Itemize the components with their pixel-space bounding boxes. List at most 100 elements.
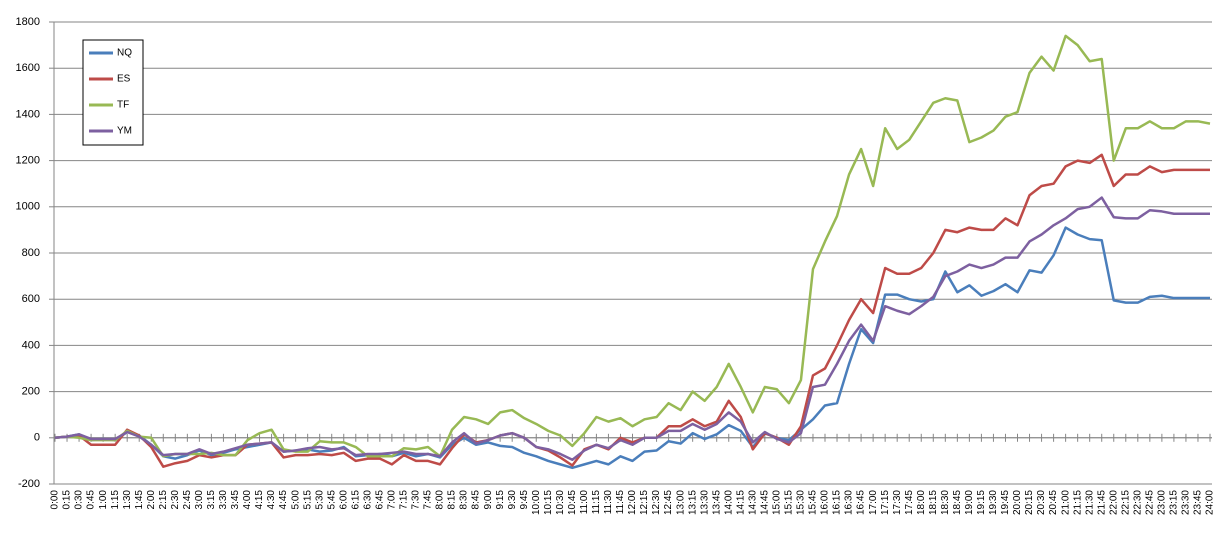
legend-box [82, 39, 144, 146]
x-tick-label: 4:00 [242, 490, 253, 510]
y-tick-label: -200 [18, 478, 40, 490]
x-tick-label: 10:00 [531, 490, 542, 515]
x-tick-label: 3:15 [206, 490, 217, 510]
x-tick-label: 3:45 [230, 490, 241, 510]
x-tick-label: 23:30 [1181, 490, 1192, 515]
x-tick-label: 14:00 [723, 490, 734, 515]
x-tick-label: 18:30 [940, 490, 951, 515]
y-tick-label: 600 [22, 293, 40, 305]
y-tick-label: 1400 [16, 108, 40, 120]
x-tick-label: 24:00 [1205, 490, 1216, 515]
x-tick-label: 22:45 [1144, 490, 1155, 515]
x-tick-label: 5:00 [290, 490, 301, 510]
x-tick-label: 9:30 [507, 490, 518, 510]
y-tick-label: 1000 [16, 201, 40, 213]
x-tick-label: 6:30 [362, 490, 373, 510]
x-tick-label: 1:30 [122, 490, 133, 510]
x-tick-label: 5:15 [302, 490, 313, 510]
x-tick-label: 22:00 [1108, 490, 1119, 515]
x-tick-label: 2:15 [158, 490, 169, 510]
x-tick-label: 11:15 [591, 490, 602, 515]
x-tick-label: 6:45 [374, 490, 385, 510]
x-tick-label: 18:00 [916, 490, 927, 515]
x-tick-label: 10:45 [567, 490, 578, 515]
series-line [54, 226, 1210, 470]
x-tick-label: 16:00 [820, 490, 831, 515]
x-tick-label: 23:45 [1193, 490, 1204, 515]
x-tick-label: 4:45 [278, 490, 289, 510]
x-tick-label: 13:30 [699, 490, 710, 515]
x-tick-label: 10:30 [555, 490, 566, 515]
x-tick-label: 7:30 [411, 490, 422, 510]
x-tick-label: 17:45 [904, 490, 915, 515]
x-tick-label: 11:00 [579, 490, 590, 515]
x-tick-label: 11:45 [615, 490, 626, 515]
x-tick-label: 16:15 [832, 490, 843, 515]
legend-label: YM [117, 126, 132, 137]
x-tick-label: 9:45 [519, 490, 530, 510]
x-tick-label: 4:30 [266, 490, 277, 510]
x-tick-label: 16:30 [844, 490, 855, 515]
x-tick-label: 18:45 [952, 490, 963, 515]
y-tick-label: 400 [22, 339, 40, 351]
x-tick-label: 21:30 [1084, 490, 1095, 515]
x-tick-label: 20:00 [1012, 490, 1023, 515]
x-tick-label: 21:00 [1060, 490, 1071, 515]
x-tick-label: 0:30 [74, 490, 85, 510]
x-tick-label: 2:00 [146, 490, 157, 510]
x-tick-label: 8:15 [447, 490, 458, 510]
x-tick-label: 22:15 [1120, 490, 1131, 515]
x-tick-label: 0:45 [86, 490, 97, 510]
x-tick-label: 2:45 [182, 490, 193, 510]
series-line [54, 34, 1211, 458]
x-tick-label: 17:00 [868, 490, 879, 515]
x-tick-label: 1:00 [98, 490, 109, 510]
x-tick-label: 17:30 [892, 490, 903, 515]
x-tick-label: 21:15 [1072, 490, 1083, 515]
x-tick-label: 9:00 [483, 490, 494, 510]
x-tick-label: 18:15 [928, 490, 939, 515]
x-tick-label: 6:15 [350, 490, 361, 510]
x-tick-label: 5:30 [314, 490, 325, 510]
x-tick-label: 7:45 [423, 490, 434, 510]
x-tick-label: 3:00 [194, 490, 205, 510]
legend-label: TF [117, 100, 129, 111]
x-tick-label: 23:15 [1169, 490, 1180, 515]
series-line [54, 153, 1210, 468]
y-tick-label: 800 [22, 247, 40, 259]
x-tick-label: 8:45 [471, 490, 482, 510]
x-tick-label: 20:15 [1024, 490, 1035, 515]
legend-label: ES [117, 74, 131, 85]
x-tick-label: 12:45 [663, 490, 674, 515]
x-tick-label: 19:00 [964, 490, 975, 515]
x-tick-label: 4:15 [254, 490, 265, 510]
x-tick-label: 16:45 [856, 490, 867, 515]
x-tick-label: 7:15 [399, 490, 410, 510]
x-tick-label: 12:00 [627, 490, 638, 515]
y-tick-label: 1800 [16, 16, 40, 28]
x-tick-label: 15:15 [784, 490, 795, 515]
x-tick-label: 15:00 [772, 490, 783, 515]
x-tick-label: 1:45 [134, 490, 145, 510]
x-tick-label: 8:00 [435, 490, 446, 510]
x-tick-label: 0:00 [50, 490, 61, 510]
x-tick-label: 19:15 [976, 490, 987, 515]
x-tick-label: 14:30 [747, 490, 758, 515]
x-tick-label: 19:45 [1000, 490, 1011, 515]
legend-label: NQ [117, 48, 132, 59]
y-tick-label: 0 [34, 432, 40, 444]
x-tick-label: 22:30 [1132, 490, 1143, 515]
x-tick-label: 12:30 [651, 490, 662, 515]
x-tick-label: 2:30 [170, 490, 181, 510]
x-tick-label: 15:45 [808, 490, 819, 515]
x-tick-label: 15:30 [796, 490, 807, 515]
series-line [54, 196, 1210, 461]
x-tick-label: 13:00 [675, 490, 686, 515]
x-tick-label: 13:15 [687, 490, 698, 515]
x-tick-label: 8:30 [459, 490, 470, 510]
x-tick-label: 1:15 [110, 490, 121, 510]
x-tick-label: 13:45 [711, 490, 722, 515]
x-tick-label: 20:45 [1048, 490, 1059, 515]
x-tick-label: 19:30 [988, 490, 999, 515]
